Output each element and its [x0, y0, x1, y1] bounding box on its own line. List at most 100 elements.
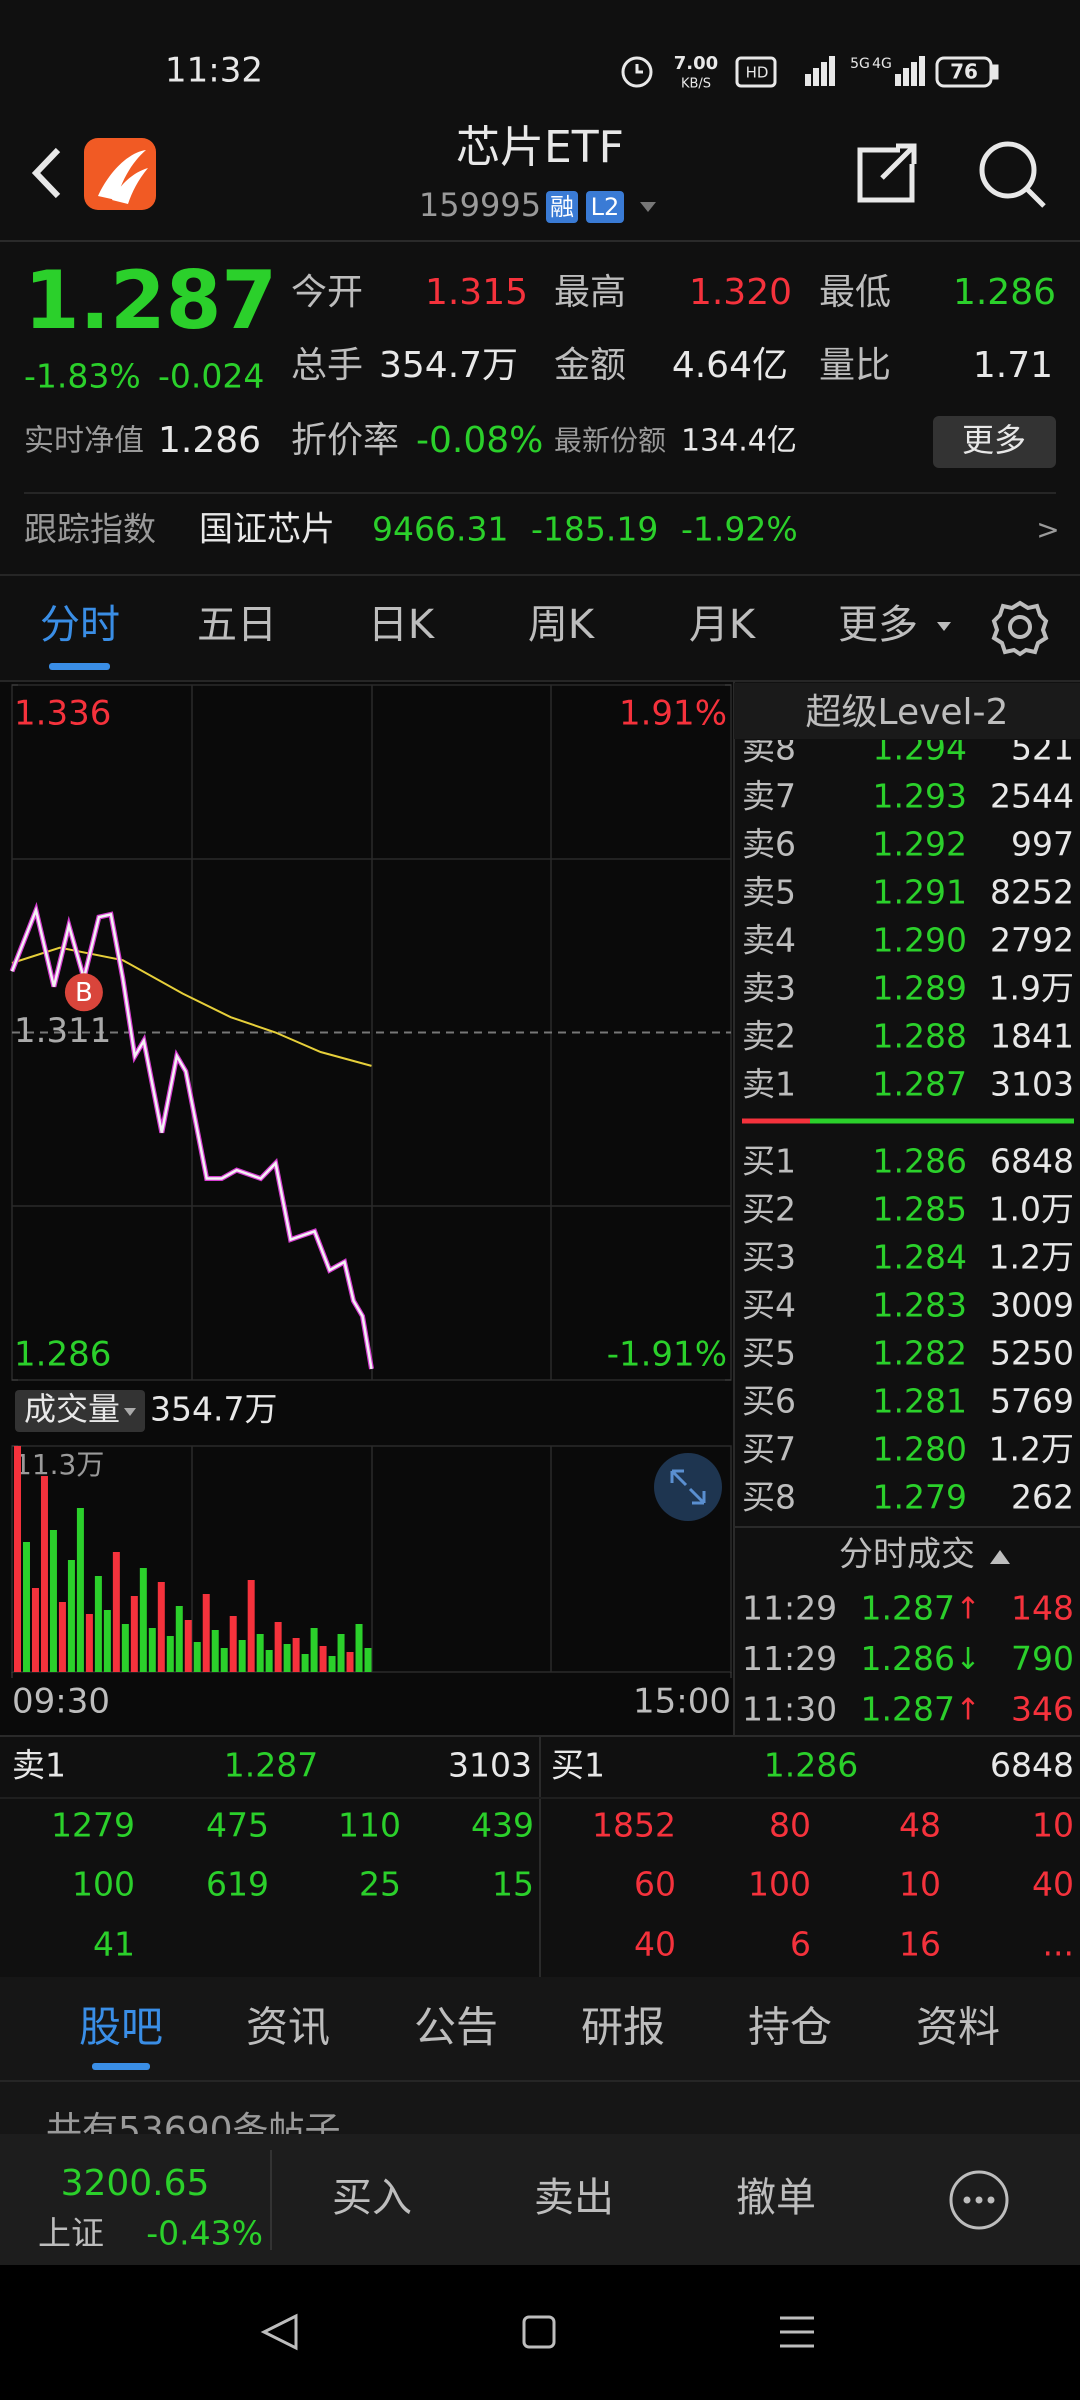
volume-bar [175, 1606, 183, 1672]
book-label: 卖1 [742, 1065, 796, 1104]
info-tab[interactable]: 研报 [581, 2003, 665, 2052]
info-tab[interactable]: 资讯 [246, 2003, 330, 2052]
queue-order: ... [1043, 1925, 1074, 1964]
queue-order: 41 [93, 1925, 135, 1964]
trade-time: 11:30 [742, 1690, 837, 1729]
queue-order: 40 [1032, 1865, 1074, 1904]
volume-bar [202, 1594, 210, 1672]
field-value: 1.286 [158, 420, 261, 461]
queue-order: 48 [899, 1806, 941, 1845]
book-volume: 2792 [990, 921, 1074, 960]
volume-bar [265, 1650, 273, 1672]
queue-order: 475 [206, 1806, 269, 1845]
volume-bar [193, 1642, 201, 1672]
back-button[interactable] [31, 147, 61, 199]
book-label: 买6 [742, 1382, 796, 1421]
book-label: 买4 [742, 1286, 796, 1325]
app-icon [84, 138, 156, 210]
field-value: 1.315 [425, 272, 528, 313]
volume-bar [67, 1560, 75, 1672]
more-actions[interactable] [949, 2170, 1009, 2230]
action-button[interactable]: 撤单 [736, 2175, 816, 2221]
chart-tab[interactable]: 月K [689, 602, 757, 648]
trade-direction: ↑ [955, 1592, 980, 1627]
volume-bar [337, 1634, 345, 1672]
book-price: 1.289 [873, 969, 967, 1008]
book-price: 1.287 [873, 1065, 967, 1104]
book-price: 1.285 [873, 1190, 967, 1229]
chart-tab[interactable]: 更多 [838, 602, 918, 648]
y-tick-label: 1.336 [14, 694, 111, 734]
info-tab[interactable]: 持仓 [748, 2003, 832, 2052]
volume-bar [166, 1636, 174, 1672]
nav-menu[interactable] [780, 2316, 814, 2348]
more-button[interactable] [933, 416, 1056, 468]
hd-icon: HD [746, 64, 769, 82]
book-price: 1.291 [873, 873, 967, 912]
trade-direction: ↑ [955, 1693, 980, 1728]
dropdown-arrow[interactable] [640, 202, 656, 212]
book-price: 1.282 [873, 1334, 967, 1373]
trade-time: 11:29 [742, 1639, 837, 1678]
volume-bar [292, 1638, 300, 1672]
tag-box [586, 191, 624, 223]
queue-volume: 3103 [448, 1746, 532, 1785]
book-volume: 6848 [990, 1142, 1074, 1181]
field-label: 今开 [291, 272, 363, 313]
index-change: -0.43% [146, 2214, 263, 2253]
queue-order: 110 [338, 1806, 401, 1845]
action-button[interactable]: 买入 [332, 2175, 412, 2221]
book-price: 1.286 [873, 1142, 967, 1181]
share-icon[interactable] [857, 143, 917, 203]
volume-bar [76, 1508, 84, 1672]
chart-tab[interactable]: 分时 [40, 602, 120, 648]
tab-indicator [49, 663, 110, 670]
volume-bar [328, 1656, 336, 1672]
volume-selector[interactable] [15, 1390, 145, 1432]
field-label: 最低 [819, 272, 891, 313]
book-header [734, 683, 1080, 739]
info-tab[interactable]: 资料 [916, 2003, 1000, 2052]
queue-order: 1279 [51, 1806, 135, 1845]
trade-marker-label: B [75, 978, 93, 1008]
stock-code: 159995 [419, 186, 541, 224]
volume-bar [364, 1648, 372, 1672]
field-label: 金额 [554, 345, 626, 386]
action-button[interactable]: 卖出 [534, 2175, 614, 2221]
dropdown-arrow[interactable] [937, 622, 951, 631]
volume-bar [247, 1580, 255, 1672]
volume-bar [184, 1620, 192, 1672]
chart-tab[interactable]: 五日 [197, 602, 277, 648]
more-button-label[interactable]: 更多 [962, 421, 1026, 459]
volume-bar [346, 1652, 354, 1672]
queue-order: 100 [748, 1865, 811, 1904]
queue-label: 卖1 [12, 1746, 66, 1785]
expand-button[interactable] [654, 1453, 722, 1521]
info-tab[interactable]: 股吧 [79, 2003, 163, 2052]
nav-home[interactable] [522, 2315, 556, 2349]
search-icon[interactable] [979, 141, 1046, 208]
volume-bar [121, 1624, 129, 1672]
settings-icon[interactable] [991, 600, 1049, 657]
chart-tab[interactable]: 周K [528, 602, 596, 648]
index-name: 上证 [38, 2214, 104, 2253]
book-label: 卖2 [742, 1017, 796, 1056]
field-label: 最高 [554, 272, 626, 313]
nav-back[interactable] [260, 2313, 298, 2351]
dropdown-arrow[interactable] [124, 1408, 136, 1416]
sort-arrow[interactable] [990, 1550, 1010, 1564]
change-pct: -1.83% [24, 357, 141, 396]
trade-price: 1.287 [861, 1690, 955, 1729]
tracking-change: -185.19 [531, 510, 658, 549]
net-speed: 7.00 [674, 53, 718, 74]
tag: L2 [591, 193, 620, 221]
y-tick-label: 1.286 [14, 1335, 111, 1375]
book-volume: 3009 [990, 1286, 1074, 1325]
y2-tick-label: 1.91% [619, 694, 727, 734]
book-price: 1.292 [873, 825, 967, 864]
info-tab[interactable]: 公告 [414, 2003, 498, 2052]
book-volume: 1.9万 [989, 969, 1074, 1008]
chart-tab[interactable]: 日K [368, 602, 436, 648]
